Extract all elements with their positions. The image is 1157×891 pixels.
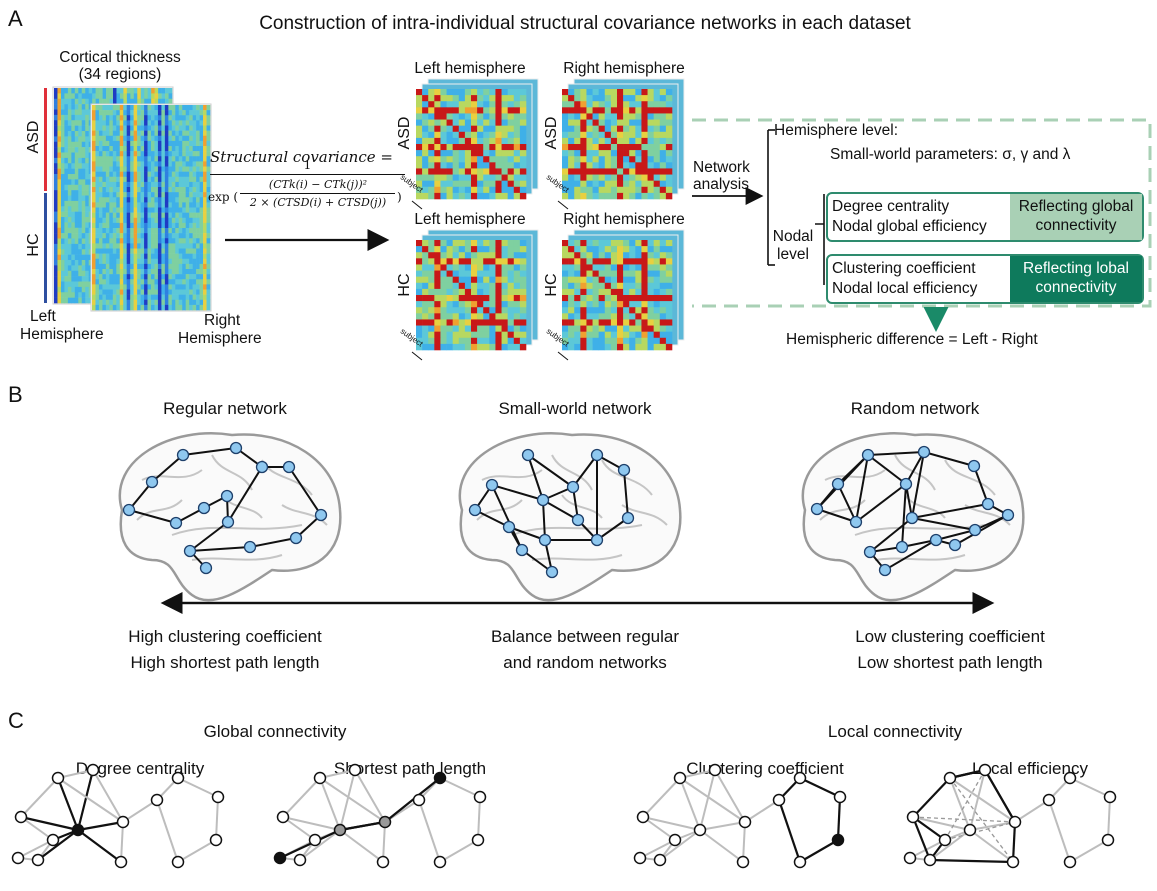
reflect-global-line2: connectivity (1035, 217, 1117, 234)
local-metrics-box: Clustering coefficient Nodal local effic… (826, 254, 1144, 304)
formula-den-den: 2 × (CTSD(i) + CTSD(j)) (249, 196, 387, 209)
random-network-title: Random network (850, 399, 980, 418)
graph-clustering-coefficient (633, 763, 847, 869)
reflect-global-tag: Reflecting global connectivity (1010, 194, 1142, 240)
matrix-asd-right (557, 78, 685, 210)
graph-local-efficiency (903, 763, 1117, 869)
global-metrics-list: Degree centrality Nodal global efficienc… (832, 197, 987, 237)
random-desc-line1: Low clustering coefficient (855, 627, 1045, 646)
formula-lhs: Structural covariance = (210, 148, 393, 166)
nodal-line1: Nodal (772, 228, 814, 245)
mat-left-label-bottom: Left hemisphere (414, 211, 526, 228)
network-analysis-label: Network analysis (693, 159, 750, 193)
formula-den-open: exp ( (208, 190, 239, 204)
panel-letter-b: B (8, 382, 23, 407)
matrix-hc-right (557, 229, 685, 361)
covariance-matrices (411, 78, 685, 361)
thickness-heatmaps (52, 86, 212, 312)
degree-centrality-title: Degree centrality (75, 759, 205, 778)
shortest-path-title: Shortest path length (333, 759, 487, 778)
matrix-hc-left (411, 229, 539, 361)
local-efficiency-title: Local efficiency (972, 759, 1088, 778)
small-world-desc-line1: Balance between regular (490, 627, 680, 646)
right-hemisphere-label: Right Hemisphere (178, 312, 262, 348)
regular-description: High clustering coefficient High shortes… (80, 624, 370, 676)
formula-fraction-bar (210, 174, 405, 175)
clustering-coefficient-title: Clustering coefficient (686, 759, 844, 778)
network-analysis-line2: analysis (693, 176, 749, 193)
brain-random (801, 432, 1025, 602)
right-hemi-line2: Hemisphere (178, 330, 262, 347)
brain-small-world (458, 432, 682, 602)
global-connectivity-title: Global connectivity (203, 722, 347, 741)
formula-numerator: 1 (303, 158, 312, 172)
nodal-local-efficiency-item: Nodal local efficiency (832, 280, 978, 297)
hemispheric-difference: Hemispheric difference = Left - Right (786, 331, 1038, 348)
thickness-label: Cortical thickness (34 regions) (40, 49, 200, 83)
left-hemisphere-label: Left Hemisphere (20, 308, 104, 344)
network-analysis-line1: Network (693, 159, 750, 176)
random-description: Low clustering coefficient Low shortest … (805, 624, 1095, 676)
nodal-line2: level (777, 246, 809, 263)
brain-regular (118, 432, 342, 602)
asd-group-bar (44, 88, 47, 191)
reflect-lobal-tag: Reflecting lobal connectivity (1010, 256, 1142, 302)
graph-shortest-path (273, 763, 487, 869)
thickness-label-line1: Cortical thickness (59, 49, 181, 66)
mat-right-label-bottom: Right hemisphere (563, 211, 685, 228)
clustering-coefficient-item: Clustering coefficient (832, 260, 976, 277)
mat-left-label-top: Left hemisphere (414, 60, 526, 77)
panel-letter-c: C (8, 708, 24, 733)
regular-desc-line1: High clustering coefficient (128, 627, 322, 646)
panel-letter-a: A (8, 6, 23, 31)
panel-a-title: Construction of intra-individual structu… (259, 13, 911, 34)
regular-network-title: Regular network (163, 399, 287, 418)
random-desc-line2: Low shortest path length (857, 653, 1043, 672)
left-hemi-line1: Left (30, 308, 56, 325)
local-metrics-list: Clustering coefficient Nodal local effic… (832, 259, 977, 299)
formula-den-close: ) (397, 190, 402, 204)
reflect-global-line1: Reflecting global (1018, 198, 1134, 216)
thickness-label-line2: (34 regions) (78, 66, 162, 83)
nodal-level-label: Nodal level (768, 228, 818, 264)
formula-inner-bar (240, 193, 395, 194)
reflect-lobal-line1: Reflecting lobal (1023, 260, 1129, 278)
thickness-right-heatmap (90, 103, 212, 312)
small-world-network-title: Small-world network (498, 399, 652, 418)
reflect-lobal-line2: connectivity (1035, 279, 1117, 296)
small-world-params: Small-world parameters: σ, γ and λ (830, 146, 1071, 163)
hemisphere-level-label: Hemisphere level: (774, 122, 899, 139)
graph-degree-centrality (11, 763, 225, 869)
brain-networks (118, 432, 1025, 602)
small-world-desc-line2: and random networks (503, 653, 667, 672)
local-connectivity-title: Local connectivity (827, 722, 963, 741)
right-hemi-line1: Right (204, 312, 241, 329)
degree-centrality-item: Degree centrality (832, 198, 950, 215)
small-world-description: Balance between regular and random netwo… (440, 624, 730, 676)
formula-den-num: (CTk(i) − CTk(j))² (268, 178, 368, 191)
nodal-global-efficiency-item: Nodal global efficiency (832, 218, 987, 235)
left-hemi-line2: Hemisphere (20, 326, 104, 343)
mat-right-label-top: Right hemisphere (563, 60, 685, 77)
matrix-asd-left (411, 78, 539, 210)
global-metrics-box: Degree centrality Nodal global efficienc… (826, 192, 1144, 242)
hc-group-bar (44, 193, 47, 303)
regular-desc-line2: High shortest path length (130, 653, 320, 672)
